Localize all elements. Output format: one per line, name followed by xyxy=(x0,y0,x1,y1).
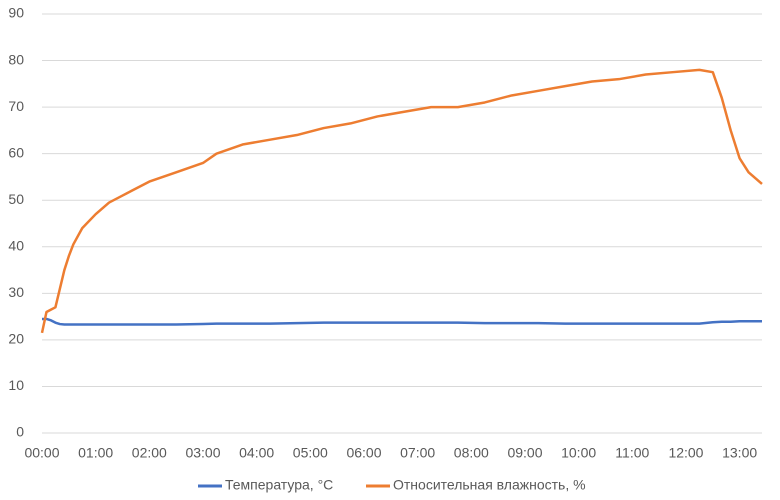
legend-label: Температура, °C xyxy=(225,477,333,493)
y-tick-label: 90 xyxy=(8,5,24,21)
x-tick-label: 03:00 xyxy=(185,445,220,461)
y-tick-label: 80 xyxy=(8,51,24,67)
x-tick-label: 04:00 xyxy=(239,445,274,461)
y-tick-label: 70 xyxy=(8,98,24,114)
y-tick-label: 40 xyxy=(8,237,24,253)
x-tick-label: 05:00 xyxy=(293,445,328,461)
y-tick-label: 10 xyxy=(8,377,24,393)
legend-label: Относительная влажность, % xyxy=(393,477,586,493)
y-tick-label: 20 xyxy=(8,331,24,347)
x-tick-label: 02:00 xyxy=(132,445,167,461)
x-tick-label: 11:00 xyxy=(615,445,649,461)
x-tick-label: 06:00 xyxy=(346,445,381,461)
x-tick-label: 12:00 xyxy=(668,445,703,461)
x-tick-label: 01:00 xyxy=(78,445,113,461)
x-tick-label: 08:00 xyxy=(454,445,489,461)
x-tick-label: 07:00 xyxy=(400,445,435,461)
x-tick-label: 13:00 xyxy=(722,445,757,461)
x-tick-label: 09:00 xyxy=(507,445,542,461)
series-line xyxy=(40,68,763,334)
x-tick-label: 00:00 xyxy=(24,445,59,461)
series-line xyxy=(42,317,762,326)
y-tick-label: 50 xyxy=(8,191,24,207)
y-tick-label: 0 xyxy=(16,424,24,440)
y-tick-label: 60 xyxy=(8,144,24,160)
y-tick-label: 30 xyxy=(8,284,24,300)
x-tick-label: 10:00 xyxy=(561,445,596,461)
